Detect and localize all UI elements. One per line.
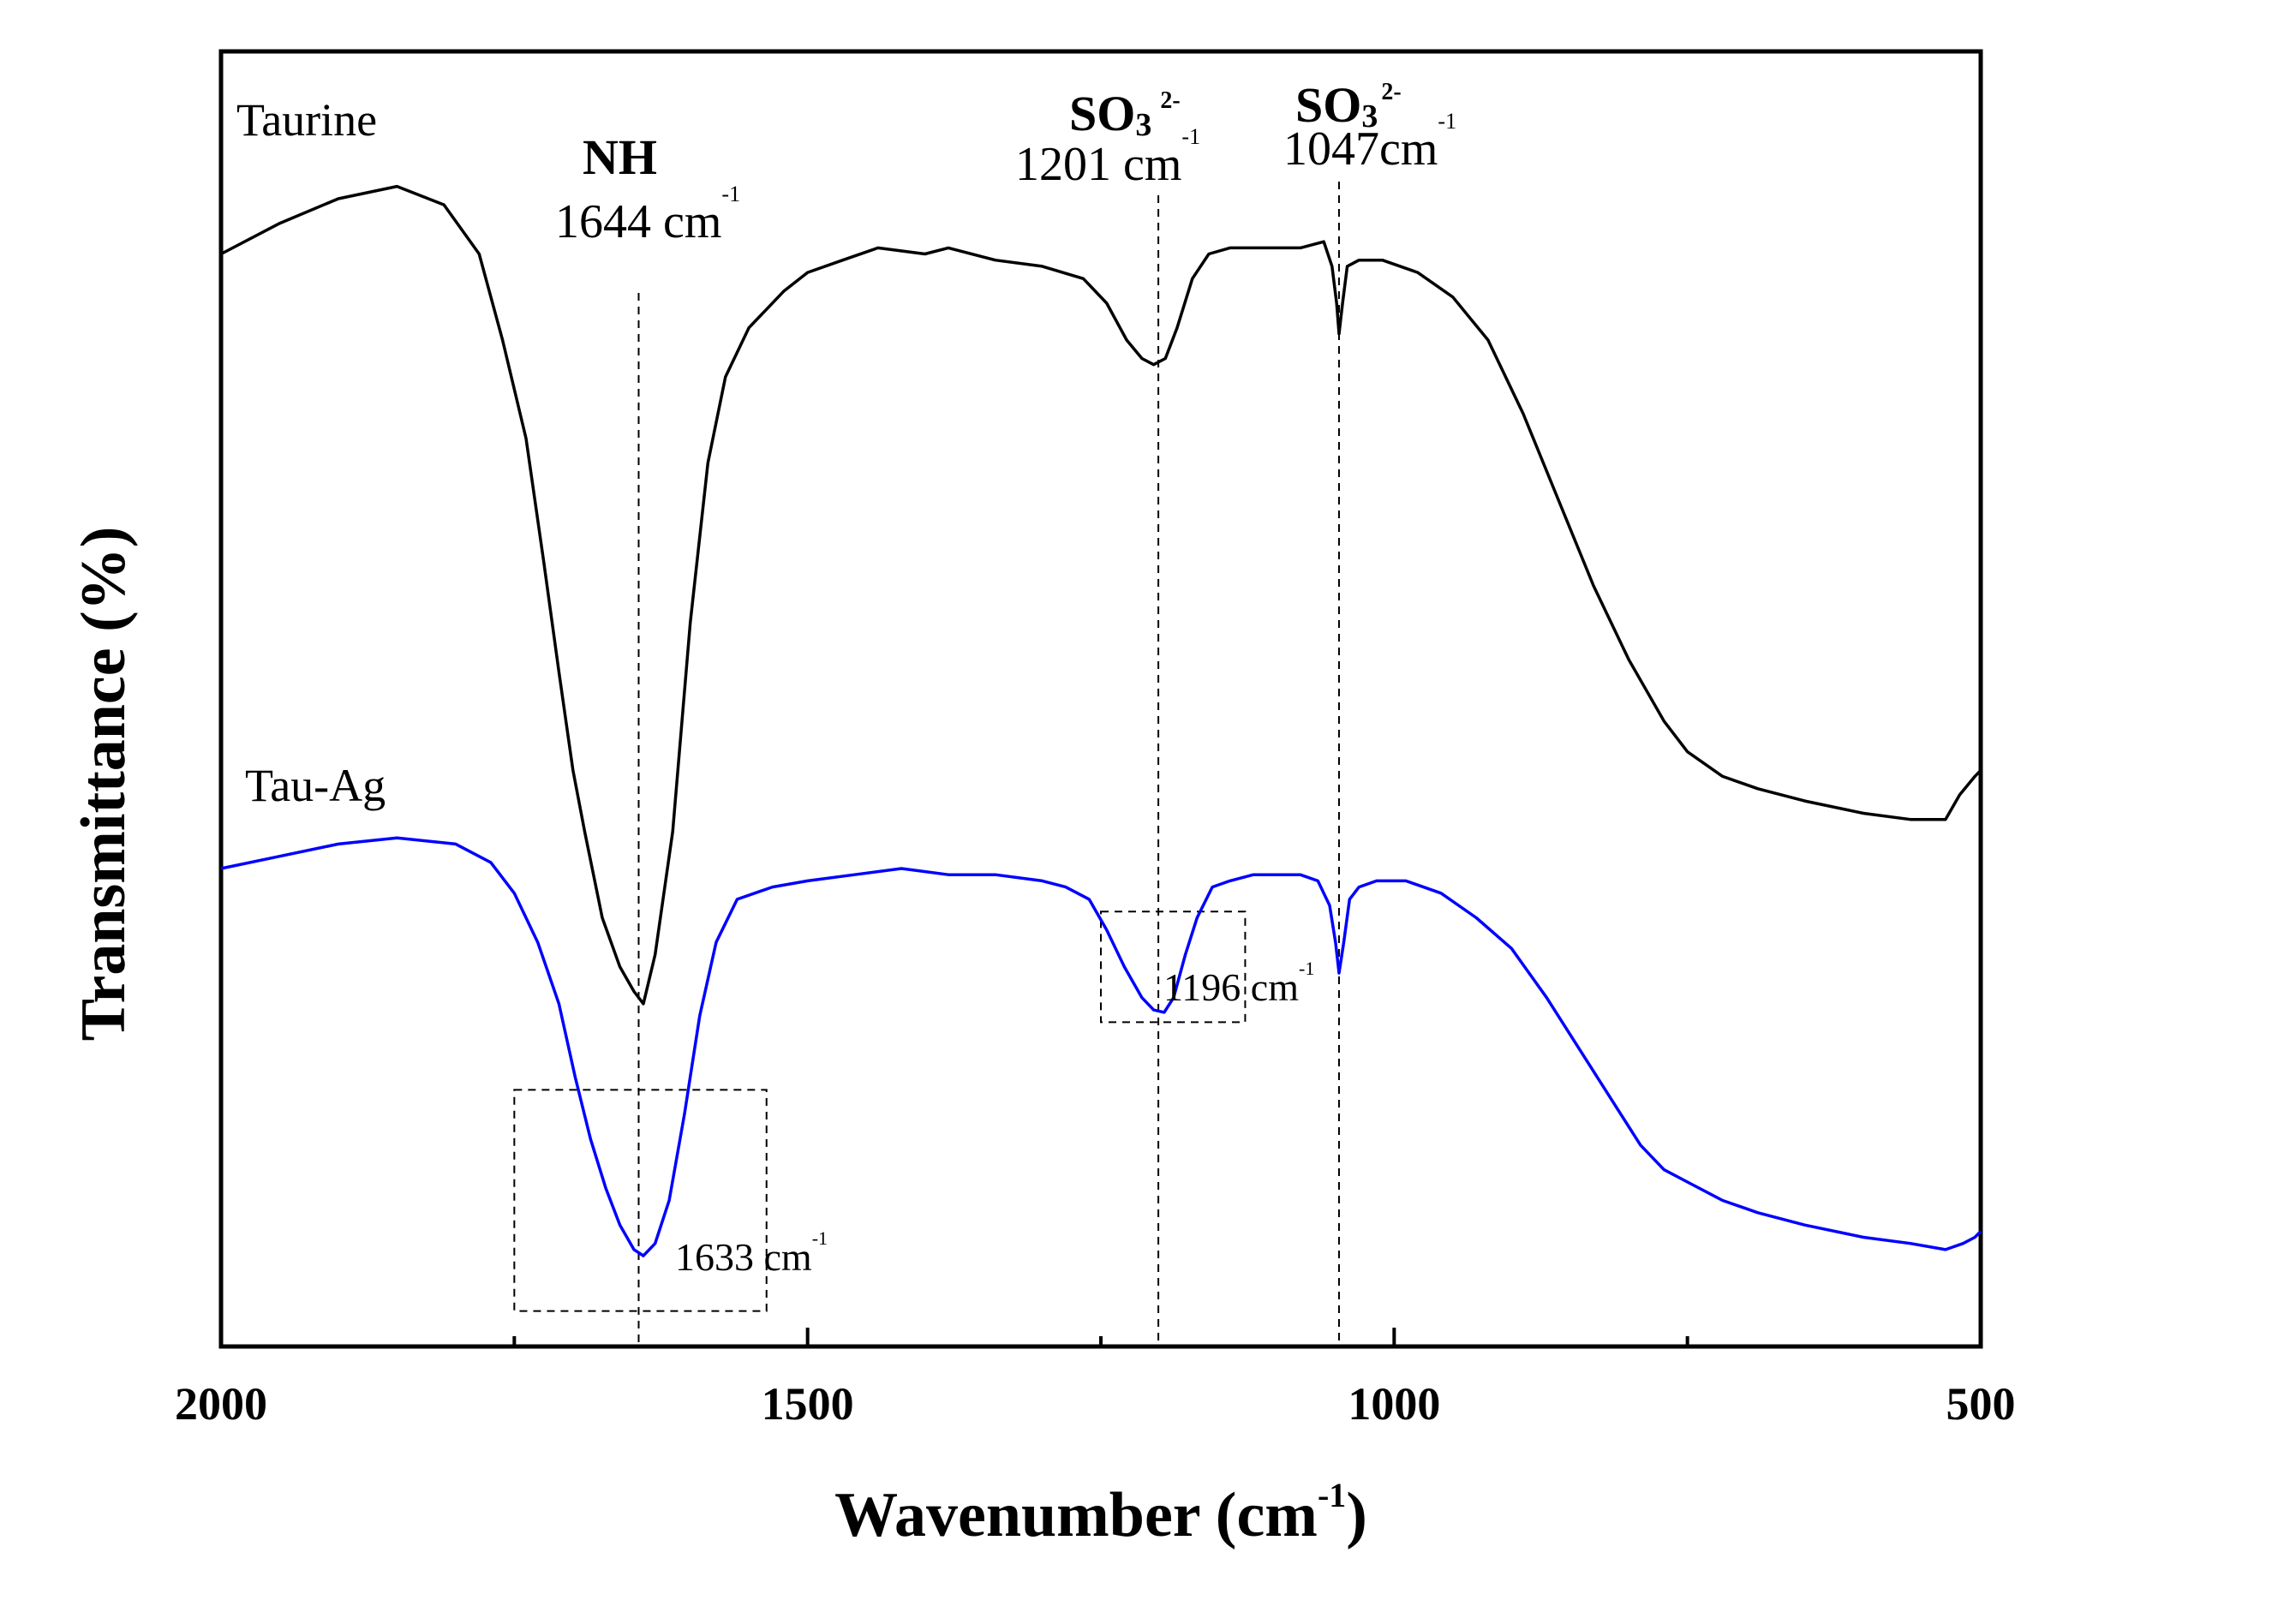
series-group (220, 184, 1982, 1257)
x-tick-label-1000: 1000 (1348, 1378, 1440, 1430)
so3-1047-value-sup: -1 (1438, 109, 1456, 134)
x-tick-label-500: 500 (1946, 1378, 2016, 1430)
x-axis-title-sup: -1 (1318, 1476, 1346, 1514)
box-1633-value: 1633 cm (675, 1235, 812, 1279)
box-1196-sup: -1 (1299, 958, 1314, 979)
so3-1047-value-text: 1047cm (1283, 122, 1438, 176)
so3-1201-value: 1201 cm-1 (1015, 124, 1200, 191)
nh-value: 1644 cm-1 (555, 182, 740, 248)
so3-1047-value: 1047cm-1 (1283, 109, 1456, 176)
so3-1047-label: SO32- (1295, 77, 1402, 134)
x-axis-title-close: ) (1346, 1480, 1367, 1550)
series-tau-ag-line (220, 836, 1982, 1257)
x-tick-label-2000: 2000 (175, 1378, 267, 1430)
so3-1047-species: SO (1295, 77, 1361, 133)
x-axis-ticks: 2000 1500 1000 500 (175, 1328, 2016, 1430)
so3-1047-charge: 2- (1381, 79, 1401, 105)
series-label-tau-ag: Tau-Ag (245, 760, 386, 811)
box-1196-label: 1196 cm-1 (1163, 958, 1314, 1009)
so3-1201-label: SO3 2- (1069, 86, 1181, 143)
series-label-taurine: Taurine (236, 94, 377, 146)
nh-label: NH (583, 129, 657, 185)
so3-1201-sub: 3 (1135, 107, 1151, 143)
series-taurine-line (220, 184, 1982, 1006)
dashed-reference-lines (637, 182, 1340, 1346)
so3-1201-species: SO (1069, 86, 1135, 141)
nh-value-sup: -1 (721, 182, 740, 206)
box-1196-value: 1196 cm (1163, 965, 1299, 1009)
box-1633-label: 1633 cm-1 (675, 1227, 828, 1279)
nh-value-text: 1644 cm (555, 195, 721, 248)
box-1196-rect (1100, 911, 1247, 1024)
y-axis-title: Transmittance (%) (69, 527, 139, 1042)
box-1633-sup: -1 (812, 1227, 828, 1249)
x-axis-title: Wavenumber (cm-1) (834, 1476, 1367, 1550)
x-axis-title-main: Wavenumber (cm (834, 1480, 1318, 1550)
highlight-boxes (513, 911, 1247, 1312)
x-tick-label-1500: 1500 (762, 1378, 854, 1430)
so3-1201-value-text: 1201 cm (1015, 138, 1181, 191)
plot-frame (218, 49, 1983, 1349)
box-1633-rect (513, 1089, 768, 1312)
so3-1201-value-sup: -1 (1181, 124, 1200, 149)
so3-1047-sub: 3 (1361, 99, 1378, 134)
so3-1201-charge: 2- (1160, 87, 1180, 114)
